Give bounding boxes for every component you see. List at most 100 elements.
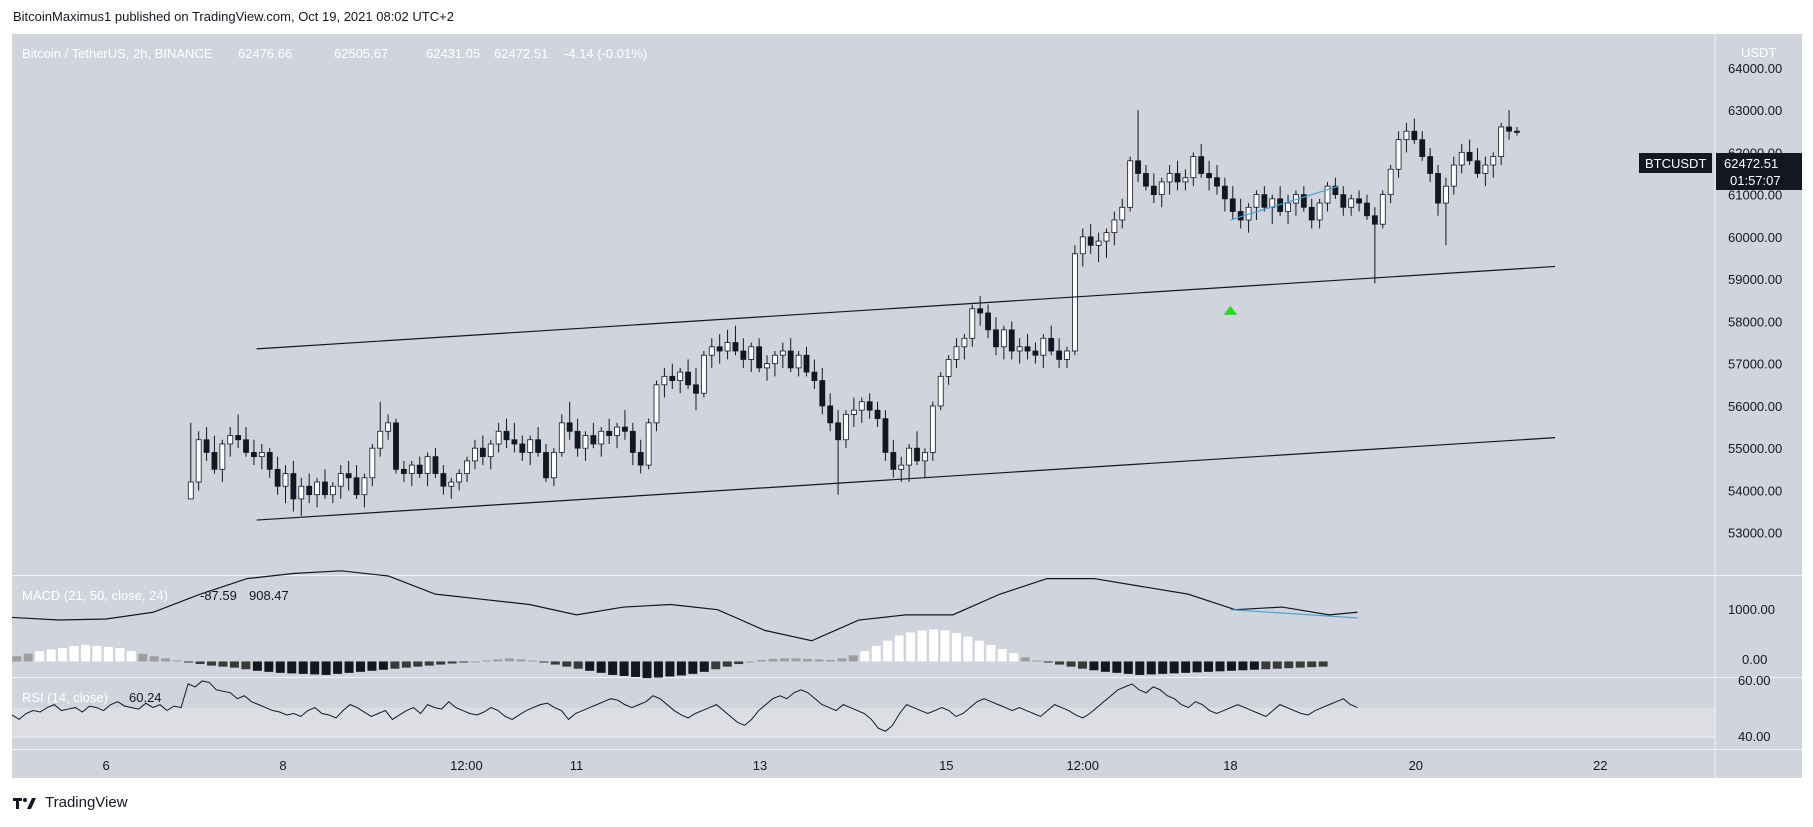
candle-body [487, 443, 494, 458]
macd-hist-bar [699, 661, 709, 672]
macd-hist-bar [825, 659, 835, 662]
price-axis-bg[interactable] [1715, 34, 1802, 575]
macd-hist-bar [378, 661, 388, 670]
candle-body [969, 308, 976, 339]
candle-body [922, 452, 928, 462]
candle-body [1364, 202, 1370, 217]
candle-body [843, 413, 849, 441]
candle-body [590, 435, 597, 445]
macd-hist-bar [974, 640, 984, 662]
candle-body [1024, 346, 1031, 352]
candle-body [1198, 156, 1205, 174]
macd-hist-bar [344, 661, 354, 673]
rsi-legend-label: RSI (14, close) [22, 690, 108, 705]
macd-hist-bar [848, 655, 858, 662]
candle-body [1150, 185, 1157, 196]
macd-hist-bar [883, 640, 893, 662]
candle-body [472, 447, 478, 462]
macd-hist-bar [1169, 661, 1179, 674]
macd-hist-bar [424, 661, 434, 666]
candle-body [1135, 160, 1141, 174]
candle-body [511, 439, 518, 445]
time-tick: 12:00 [1066, 758, 1099, 773]
price-tick: 58000.00 [1728, 314, 1782, 329]
candle-body [543, 452, 549, 479]
macd-hist-bar [676, 661, 686, 676]
macd-hist-bar [252, 661, 262, 671]
candle-body [535, 439, 542, 453]
candle-body [519, 443, 526, 453]
candle-body [1443, 185, 1449, 204]
macd-line [11, 570, 1358, 642]
main-plot-bg[interactable] [12, 34, 1715, 575]
candle-body [827, 405, 834, 424]
macd-hist-bar [1272, 661, 1282, 669]
rsi-group [11, 680, 1715, 738]
macd-hist-bar [92, 645, 102, 662]
macd-hist-bar [1032, 660, 1042, 662]
candle-body [835, 422, 841, 441]
macd-hist-bar [218, 661, 228, 667]
time-tick: 15 [939, 758, 953, 773]
candle-body [1103, 232, 1110, 242]
green-triangle-marker [1223, 305, 1238, 315]
candle-body [582, 435, 589, 449]
time-tick: 6 [102, 758, 109, 773]
macd-hist-bar [757, 659, 767, 662]
macd-hist-bar [802, 658, 812, 662]
macd-axis-bg[interactable] [1715, 576, 1802, 677]
macd-hist-bar [516, 659, 526, 662]
candle-body [977, 308, 984, 314]
candle-body [732, 342, 739, 352]
ticker-label: BTCUSDT [1645, 156, 1706, 171]
macd-hist-bar [367, 661, 377, 671]
macd-hist-bar [241, 661, 251, 670]
macd-hist-bar [1055, 661, 1065, 665]
price-tick: 63000.00 [1728, 103, 1782, 118]
footer-brand: TradingView [45, 794, 128, 811]
candle-body [906, 447, 913, 466]
macd-hist-bar [619, 661, 629, 676]
macd-hist-bar [631, 661, 641, 677]
candle-body [1466, 151, 1473, 162]
macd-hist-bar [482, 660, 492, 662]
candle-body [369, 447, 376, 479]
candle-body [1040, 337, 1047, 356]
candle-body [1395, 139, 1402, 170]
macd-hist-bar [401, 661, 411, 668]
macd-hist-bar [711, 661, 721, 670]
macd-hist-bar [161, 658, 171, 662]
macd-hist-bar [459, 661, 469, 663]
macd-hist-bar [1318, 661, 1328, 667]
macd-hist-bar [69, 645, 79, 662]
candle-body [1490, 156, 1497, 166]
macd-hist-bar [745, 661, 755, 663]
candle-body [629, 430, 636, 453]
macd-hist-bar [1123, 661, 1133, 674]
candle-body [1206, 173, 1212, 179]
candle-body [795, 354, 802, 369]
price-tick: 59000.00 [1728, 272, 1782, 287]
macd-hist-bar [986, 644, 996, 662]
candle-body [393, 422, 399, 470]
macd-hist-bar [814, 659, 824, 662]
tradingview-logo[interactable]: TradingView [13, 794, 128, 811]
rsi-axis-bg[interactable] [1715, 678, 1802, 749]
macd-legend-v1: -87.59 [200, 588, 237, 603]
candle-body [724, 342, 731, 352]
candle-body [1048, 337, 1055, 352]
candle-body [1450, 164, 1457, 187]
macd-hist-bar [58, 647, 68, 662]
macd-hist-bar [653, 661, 663, 678]
candle-body [1348, 198, 1355, 208]
candle-body [787, 350, 794, 369]
price-tick: 64000.00 [1728, 61, 1782, 76]
macd-hist-bar [539, 661, 549, 663]
candle-body [1300, 194, 1307, 208]
last-price: 62472.51 [1724, 156, 1778, 171]
macd-hist-bar [310, 661, 320, 675]
candle-body [1427, 156, 1434, 174]
macd-hist-bar [436, 661, 446, 665]
countdown: 01:57:07 [1730, 173, 1781, 188]
